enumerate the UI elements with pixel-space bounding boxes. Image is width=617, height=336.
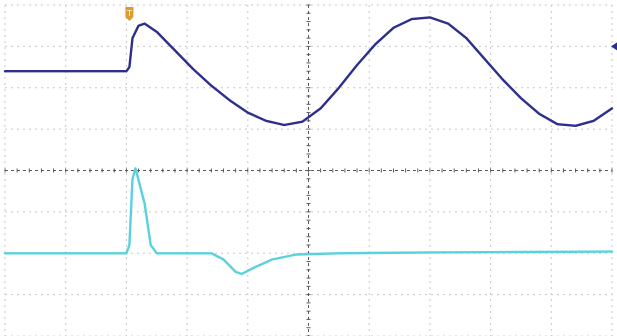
trace-channel-2: [3, 167, 614, 276]
trigger-marker-label: T: [126, 9, 132, 18]
center-axes: [4, 4, 613, 336]
trace-channel-1: [3, 16, 614, 127]
trigger-marker: T: [125, 7, 134, 21]
trigger-marker-shape: [125, 7, 134, 21]
markers: T: [125, 7, 617, 51]
traces: [3, 16, 614, 276]
channel-1-level-marker: [611, 42, 617, 51]
